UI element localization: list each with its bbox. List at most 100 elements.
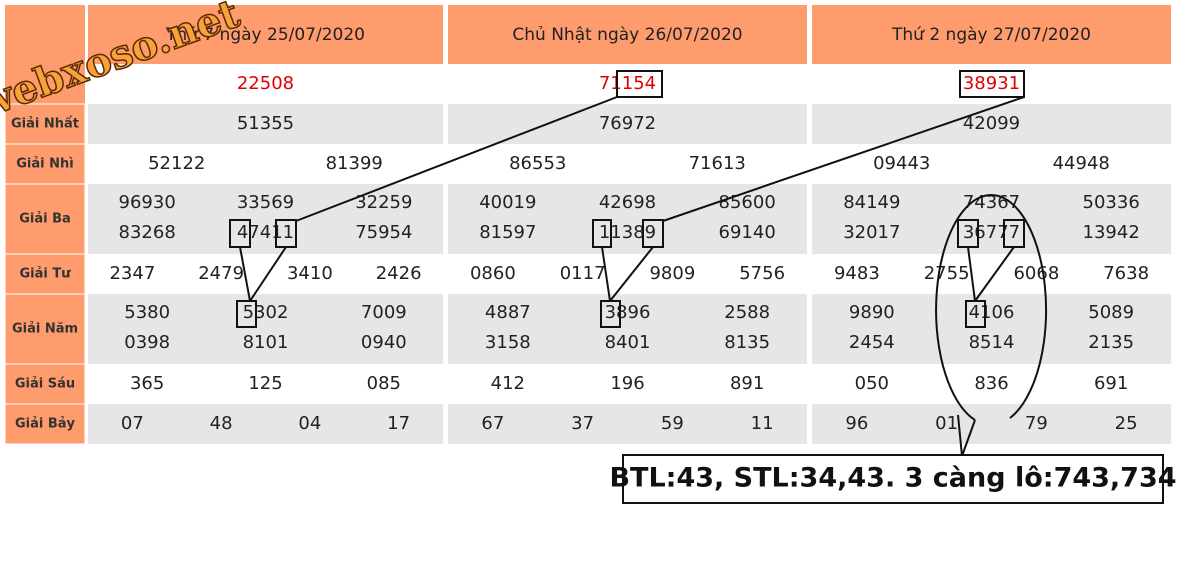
prize-number: 84149 xyxy=(843,192,900,213)
row xyxy=(812,104,1171,144)
prize-number: 32017 xyxy=(843,222,900,243)
prize-number: 2135 xyxy=(1088,332,1134,353)
row xyxy=(448,254,807,294)
row xyxy=(812,144,1171,184)
row xyxy=(88,254,443,294)
special-prize: 22508 xyxy=(237,73,294,94)
prize-number: 44948 xyxy=(1053,153,1110,174)
label-cell xyxy=(4,363,86,405)
prize-label: Giải Năm xyxy=(12,322,78,337)
special-prize: 38931 xyxy=(963,73,1020,94)
special-prize: 71154 xyxy=(599,73,656,94)
prize-label: Giải Nhất xyxy=(11,117,79,132)
day-header xyxy=(448,5,807,64)
prize-number: 196 xyxy=(610,373,644,394)
prize-number: 13942 xyxy=(1083,222,1140,243)
row xyxy=(88,404,443,444)
prize-number: 8401 xyxy=(605,332,651,353)
prize-number: 7009 xyxy=(361,302,407,323)
prize-label: Giải Bảy xyxy=(15,417,76,432)
note: BTL:43, STL:34,43. 3 càng lô:743,734 xyxy=(609,463,1176,494)
prize-number: 11 xyxy=(751,413,774,434)
prize-number: 9890 xyxy=(849,302,895,323)
prize-number: 79 xyxy=(1025,413,1048,434)
prize-number: 4106 xyxy=(969,302,1015,323)
prize-number: 8514 xyxy=(969,332,1015,353)
label-cell xyxy=(4,183,86,255)
prize-number: 2755 xyxy=(924,263,970,284)
row xyxy=(448,184,807,254)
prize-number: 3158 xyxy=(485,332,531,353)
prize-number: 2426 xyxy=(376,263,422,284)
prize-number: 412 xyxy=(491,373,525,394)
label-cell xyxy=(4,143,86,185)
prize-number: 0860 xyxy=(470,263,516,284)
row xyxy=(448,364,807,404)
label-cell xyxy=(4,403,86,445)
prize-number: 36777 xyxy=(963,222,1020,243)
row xyxy=(812,254,1171,294)
row xyxy=(88,144,443,184)
annotations xyxy=(229,70,1164,504)
prize-number: 33569 xyxy=(237,192,294,213)
prize-number: 2479 xyxy=(198,263,244,284)
label-header xyxy=(5,5,85,64)
prize-number: 96930 xyxy=(119,192,176,213)
row xyxy=(88,104,443,144)
prize-number: 5089 xyxy=(1088,302,1134,323)
prize-number: 42099 xyxy=(963,113,1020,134)
prize-number: 3410 xyxy=(287,263,333,284)
prize-number: 8135 xyxy=(724,332,770,353)
prize-number: 0398 xyxy=(124,332,170,353)
prize-number: 25 xyxy=(1115,413,1138,434)
prize-number: 050 xyxy=(855,373,889,394)
prize-number: 86553 xyxy=(509,153,566,174)
prize-number: 52122 xyxy=(148,153,205,174)
prize-number: 47411 xyxy=(237,222,294,243)
prize-number: 75954 xyxy=(355,222,412,243)
prize-number: 83268 xyxy=(119,222,176,243)
prize-number: 4887 xyxy=(485,302,531,323)
prize-number: 48 xyxy=(210,413,233,434)
row xyxy=(88,64,443,104)
prize-number: 81597 xyxy=(479,222,536,243)
prize-number: 37 xyxy=(571,413,594,434)
prize-number: 2454 xyxy=(849,332,895,353)
table xyxy=(4,5,1171,445)
prize-number: 01 xyxy=(935,413,958,434)
prize-number: 365 xyxy=(130,373,164,394)
prize-number: 3896 xyxy=(605,302,651,323)
row xyxy=(812,294,1171,364)
prize-number: 0940 xyxy=(361,332,407,353)
row xyxy=(812,404,1171,444)
prize-number: 7638 xyxy=(1103,263,1149,284)
prize-number: 085 xyxy=(367,373,401,394)
day-title: Thứ 7 ngày 25/07/2020 xyxy=(165,25,365,45)
row xyxy=(88,294,443,364)
prize-number: 5380 xyxy=(124,302,170,323)
row xyxy=(448,294,807,364)
prize-number: 71613 xyxy=(689,153,746,174)
prize-number: 50336 xyxy=(1083,192,1140,213)
prize-number: 40019 xyxy=(479,192,536,213)
prize-number: 32259 xyxy=(355,192,412,213)
prize-number: 07 xyxy=(121,413,144,434)
prize-number: 9809 xyxy=(649,263,695,284)
day-title: Thứ 2 ngày 27/07/2020 xyxy=(891,25,1091,45)
prize-number: 691 xyxy=(1094,373,1128,394)
prize-number: 6068 xyxy=(1013,263,1059,284)
row xyxy=(88,184,443,254)
prize-number: 67 xyxy=(481,413,504,434)
prize-label: Giải Ba xyxy=(19,212,71,227)
day-header xyxy=(88,5,443,64)
label-cell xyxy=(4,253,86,295)
prize-number: 69140 xyxy=(719,222,776,243)
prize-number: 5756 xyxy=(739,263,785,284)
row xyxy=(448,404,807,444)
prize-label: Giải Nhì xyxy=(16,157,73,172)
table-text: Giải Nhất Giải Nhì Giải Ba Giải Tư Giải Năm G… xyxy=(11,25,1149,434)
day-title: Chủ Nhật ngày 26/07/2020 xyxy=(512,25,742,45)
prize-number: 85600 xyxy=(719,192,776,213)
row xyxy=(88,364,443,404)
